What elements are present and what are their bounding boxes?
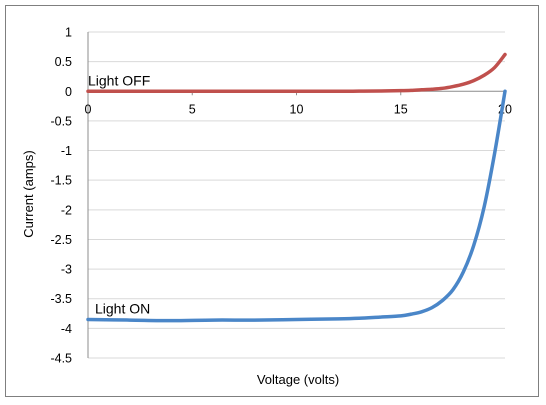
x-tick-label: 10 — [290, 102, 304, 116]
y-tick-label: -1.5 — [50, 174, 72, 188]
y-axis-title: Current (amps) — [21, 150, 36, 237]
series-label-light-on: Light ON — [95, 300, 150, 316]
y-tick-label: -3.5 — [50, 292, 72, 306]
y-tick-label: -2.5 — [50, 233, 72, 247]
y-tick-label: -4 — [61, 322, 72, 336]
series-line-light-on — [86, 89, 507, 323]
series-lines — [86, 52, 507, 323]
x-tick-label: 0 — [85, 102, 92, 116]
y-tick-label: -4.5 — [50, 352, 72, 366]
y-tick-label: -3 — [61, 263, 72, 277]
y-tick-label: 0.5 — [55, 55, 72, 69]
x-tick-label: 5 — [189, 102, 196, 116]
y-tick-labels: 1 0.5 0 -0.5 -1 -1.5 -2 -2.5 -3 -3.5 -4 -4.5 — [50, 26, 72, 366]
x-axis-title: Voltage (volts) — [257, 372, 339, 387]
y-tick-label: 1 — [65, 26, 72, 40]
series-labels: Light OFF Light ON — [88, 72, 150, 316]
series-line-light-off — [86, 52, 507, 94]
x-tick-label: 15 — [394, 102, 408, 116]
y-tick-label: -2 — [61, 203, 72, 217]
gridlines — [87, 31, 506, 359]
series-label-light-off: Light OFF — [88, 72, 150, 88]
x-tick-labels: 0 5 10 15 20 — [85, 102, 512, 116]
chart-frame — [5, 5, 539, 397]
y-tick-label: -0.5 — [50, 114, 72, 128]
y-tick-label: 0 — [65, 85, 72, 99]
y-tick-label: -1 — [61, 144, 72, 158]
